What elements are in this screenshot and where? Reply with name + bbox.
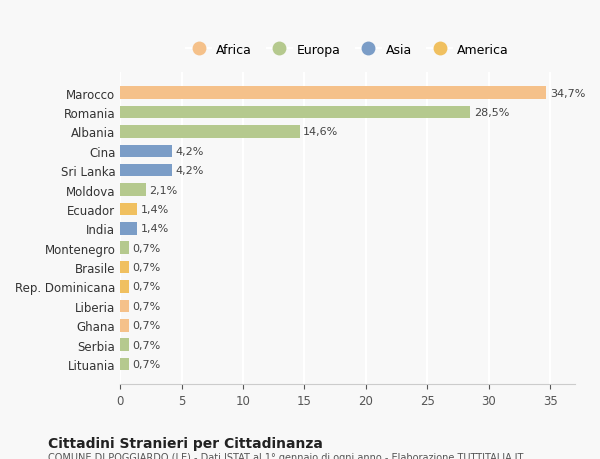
Bar — [120, 184, 146, 196]
Bar — [120, 203, 137, 216]
Text: 1,4%: 1,4% — [141, 224, 169, 234]
Bar — [120, 164, 172, 177]
Bar — [120, 145, 172, 158]
Text: 4,2%: 4,2% — [175, 166, 204, 176]
Bar — [120, 319, 129, 332]
Bar — [120, 106, 470, 119]
Text: Cittadini Stranieri per Cittadinanza: Cittadini Stranieri per Cittadinanza — [48, 436, 323, 450]
Text: 1,4%: 1,4% — [141, 205, 169, 214]
Text: 0,7%: 0,7% — [133, 243, 161, 253]
Bar — [120, 300, 129, 313]
Bar — [120, 242, 129, 254]
Bar — [120, 358, 129, 370]
Text: 14,6%: 14,6% — [303, 127, 338, 137]
Text: 0,7%: 0,7% — [133, 301, 161, 311]
Bar — [120, 261, 129, 274]
Text: COMUNE DI POGGIARDO (LE) - Dati ISTAT al 1° gennaio di ogni anno - Elaborazione : COMUNE DI POGGIARDO (LE) - Dati ISTAT al… — [48, 452, 523, 459]
Legend: Africa, Europa, Asia, America: Africa, Europa, Asia, America — [181, 39, 514, 62]
Bar — [120, 280, 129, 293]
Text: 0,7%: 0,7% — [133, 282, 161, 292]
Bar — [120, 223, 137, 235]
Bar — [120, 126, 299, 139]
Text: 34,7%: 34,7% — [550, 89, 586, 99]
Text: 0,7%: 0,7% — [133, 320, 161, 330]
Text: 0,7%: 0,7% — [133, 340, 161, 350]
Text: 0,7%: 0,7% — [133, 359, 161, 369]
Text: 28,5%: 28,5% — [474, 108, 509, 118]
Text: 4,2%: 4,2% — [175, 146, 204, 157]
Bar — [120, 339, 129, 351]
Bar — [120, 87, 547, 100]
Text: 2,1%: 2,1% — [149, 185, 178, 195]
Text: 0,7%: 0,7% — [133, 263, 161, 273]
